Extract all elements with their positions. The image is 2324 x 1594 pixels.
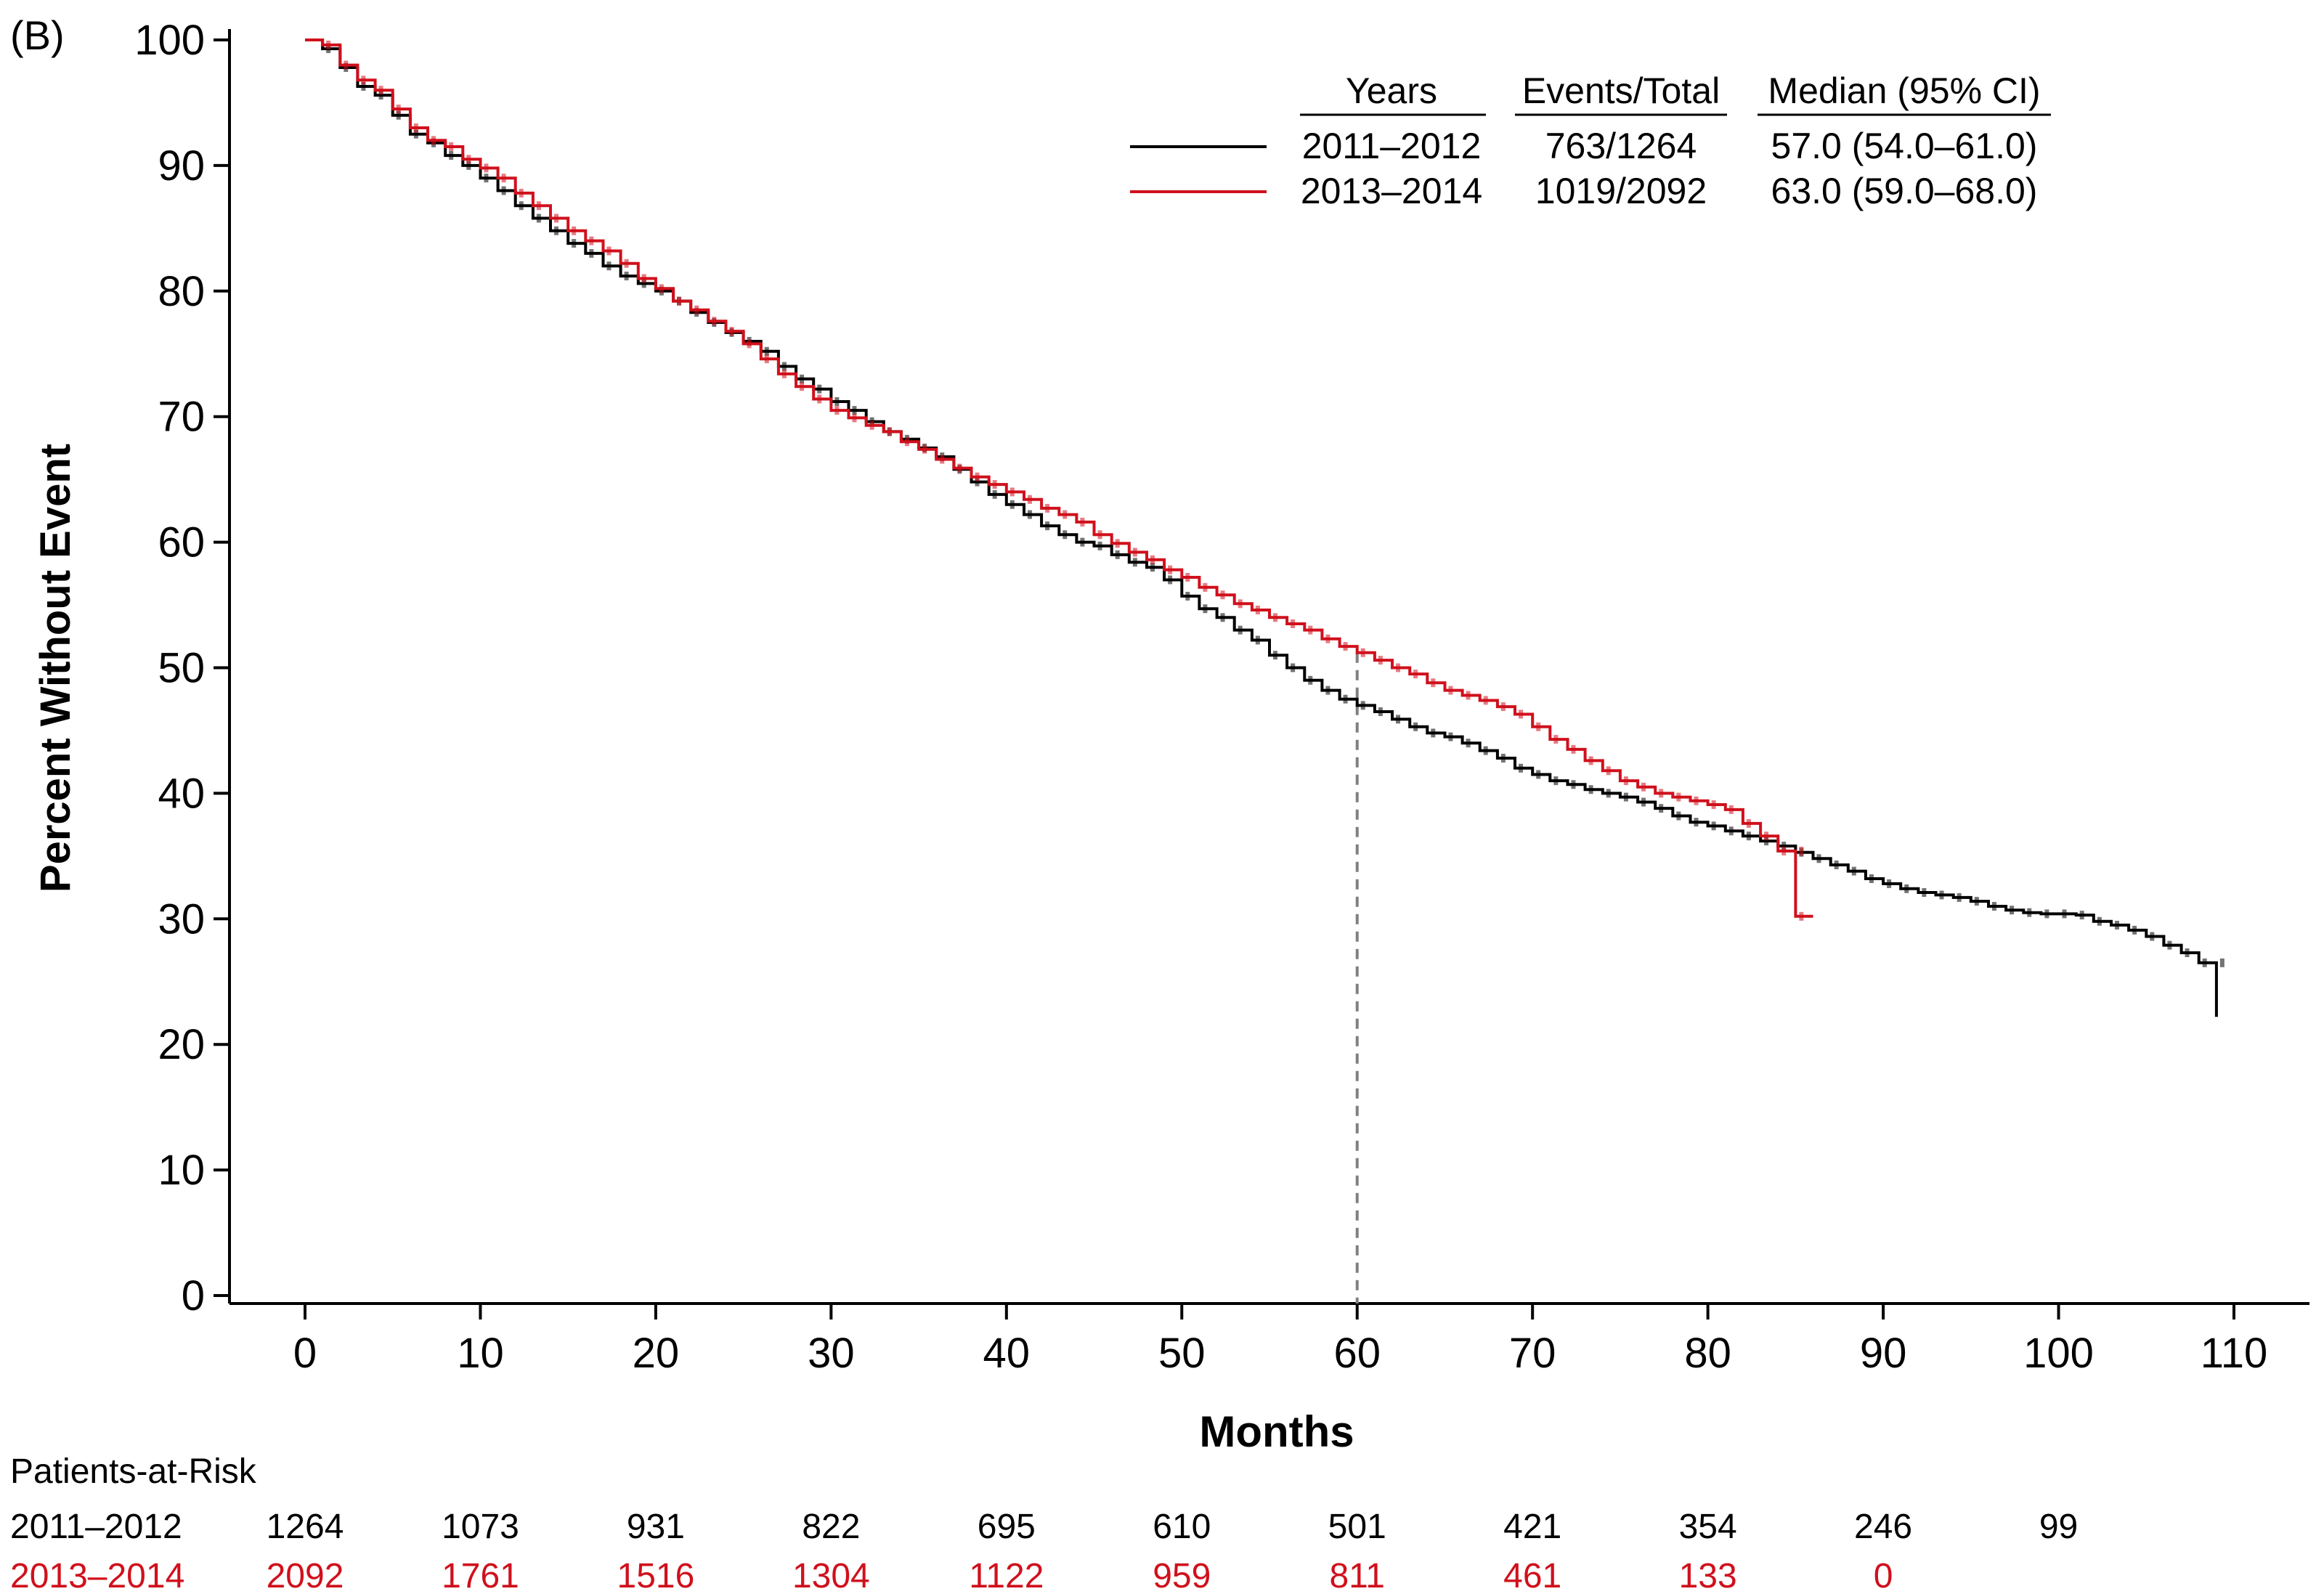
at-risk-count: 1122 (969, 1557, 1044, 1594)
curve-2013-2014 (305, 38, 1813, 918)
legend-header-median: Median (95% CI) (1768, 70, 2040, 111)
x-tick-label: 0 (293, 1330, 317, 1377)
panel-label: (B) (10, 12, 65, 58)
legend-name-2013-2014: 2013–2014 (1301, 171, 1482, 211)
at-risk-row-label: 2013–2014 (10, 1557, 184, 1594)
x-tick-label: 100 (2023, 1330, 2094, 1377)
at-risk-count: 695 (978, 1508, 1036, 1546)
at-risk-count: 0 (1874, 1557, 1893, 1594)
at-risk-count: 1264 (267, 1508, 344, 1546)
curve-2011-2012 (305, 38, 2218, 1017)
at-risk-count: 959 (1153, 1557, 1211, 1594)
at-risk-count: 931 (627, 1508, 685, 1546)
legend-events-2011-2012: 763/1264 (1545, 126, 1697, 166)
legend-median-2013-2014: 63.0 (59.0–68.0) (1771, 171, 2038, 211)
at-risk-count: 461 (1503, 1557, 1561, 1594)
y-tick-label: 0 (182, 1272, 205, 1319)
y-axis-label: Percent Without Event (32, 444, 79, 892)
at-risk-count: 133 (1679, 1557, 1737, 1594)
legend-header-years: Years (1346, 70, 1437, 111)
legend-median-2011-2012: 57.0 (54.0–61.0) (1771, 126, 2038, 166)
at-risk-count: 822 (802, 1508, 860, 1546)
y-tick-label: 90 (158, 142, 205, 190)
x-tick-label: 110 (2201, 1330, 2267, 1377)
legend-events-2013-2014: 1019/2092 (1535, 171, 1707, 211)
at-risk-row-label: 2011–2012 (10, 1508, 182, 1546)
at-risk-count: 610 (1153, 1508, 1211, 1546)
y-tick-label: 40 (158, 770, 205, 817)
at-risk-count: 99 (2039, 1508, 2078, 1546)
at-risk-count: 1073 (442, 1508, 519, 1546)
x-tick-label: 90 (1860, 1330, 1907, 1377)
x-tick-label: 30 (808, 1330, 855, 1377)
x-tick-label: 10 (457, 1330, 504, 1377)
y-tick-label: 80 (158, 268, 205, 315)
at-risk-count: 811 (1329, 1557, 1385, 1594)
x-tick-label: 70 (1509, 1330, 1556, 1377)
at-risk-count: 1516 (617, 1557, 695, 1594)
at-risk-count: 246 (1854, 1508, 1912, 1546)
x-tick-label: 20 (633, 1330, 680, 1377)
y-tick-label: 20 (158, 1021, 205, 1068)
legend-header-events: Events/Total (1522, 70, 1720, 111)
y-tick-label: 10 (158, 1147, 205, 1194)
at-risk-count: 1761 (442, 1557, 519, 1594)
at-risk-count: 501 (1328, 1508, 1386, 1546)
at-risk-count: 2092 (267, 1557, 344, 1594)
legend: Years Events/Total Median (95% CI) 2011–… (1130, 70, 2051, 211)
at-risk-count: 1304 (792, 1557, 870, 1594)
axes: 0 10 20 30 40 50 60 70 80 90 100 0 10 20 30 40 50 60 70 80 9… (134, 17, 2309, 1377)
at-risk-title: Patients-at-Risk (10, 1452, 257, 1491)
y-tick-label: 30 (158, 895, 205, 943)
x-tick-label: 80 (1684, 1330, 1731, 1377)
x-axis-label: Months (1199, 1407, 1354, 1456)
at-risk-count: 421 (1503, 1508, 1561, 1546)
y-tick-label: 70 (158, 394, 205, 441)
at-risk-table: 2011–2012 1264 1073 931 822 695 610 501 421 354 24… (10, 1508, 2078, 1594)
at-risk-count: 354 (1679, 1508, 1737, 1546)
y-tick-label: 50 (158, 645, 205, 692)
legend-name-2011-2012: 2011–2012 (1302, 126, 1482, 166)
x-tick-label: 60 (1333, 1330, 1381, 1377)
x-tick-label: 40 (983, 1330, 1031, 1377)
survival-curves (305, 38, 2225, 1017)
y-tick-label: 100 (134, 17, 205, 64)
y-tick-label: 60 (158, 519, 205, 566)
x-tick-label: 50 (1158, 1330, 1206, 1377)
